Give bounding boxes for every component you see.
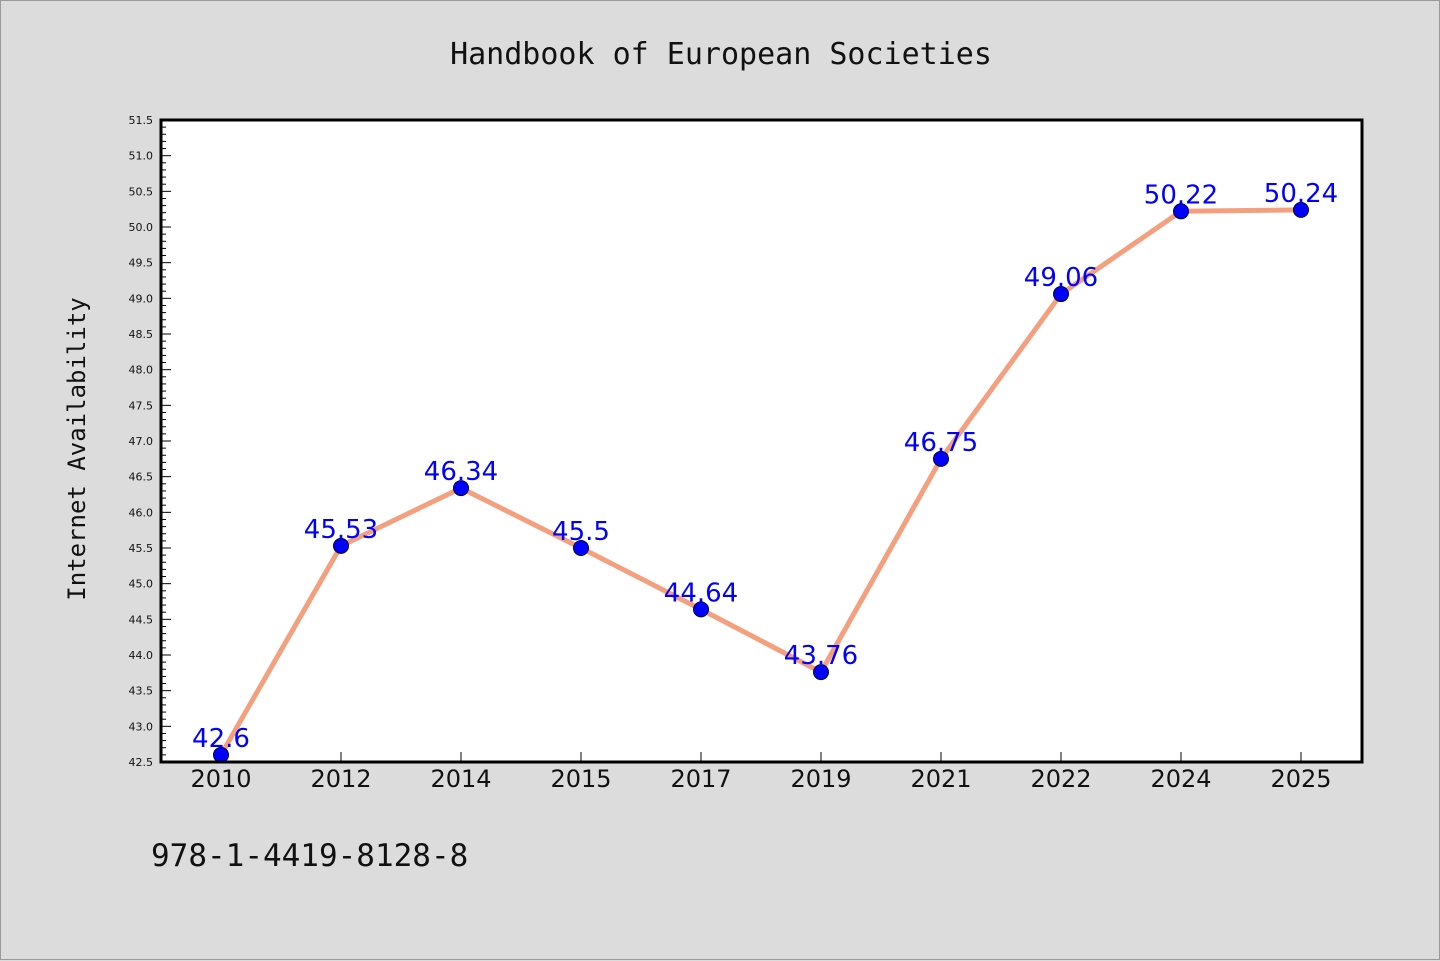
series-line xyxy=(218,207,1302,757)
x-tick-label: 2024 xyxy=(1150,765,1211,793)
y-tick-label: 43.5 xyxy=(129,685,154,698)
x-tick-label: 2017 xyxy=(670,765,731,793)
data-point xyxy=(933,450,949,467)
y-tick-label: 49.0 xyxy=(129,292,154,305)
data-label: 44.64 xyxy=(664,578,738,608)
y-tick-label: 45.5 xyxy=(129,542,154,555)
y-tick-label: 49.5 xyxy=(129,257,154,270)
data-point xyxy=(573,540,589,556)
y-tick-label: 47.0 xyxy=(129,435,154,448)
y-tick-label: 43.0 xyxy=(129,720,154,733)
data-label: 46.34 xyxy=(424,457,498,487)
data-label: 49.06 xyxy=(1024,263,1098,293)
isbn-text: 978-1-4419-8128-8 xyxy=(151,838,468,874)
y-tick-label: 48.0 xyxy=(129,364,154,377)
y-tick-label: 51.5 xyxy=(129,114,154,127)
x-tick-label: 2015 xyxy=(550,765,611,793)
x-tick-label: 2014 xyxy=(430,765,491,793)
data-label: 50.24 xyxy=(1264,179,1338,209)
y-tick-label: 47.5 xyxy=(129,399,154,412)
x-tick-label: 2021 xyxy=(910,765,971,793)
data-point xyxy=(1173,203,1189,220)
x-tick-label: 2025 xyxy=(1270,765,1331,793)
y-tick-label: 44.0 xyxy=(129,649,154,662)
data-point xyxy=(693,601,709,618)
data-label: 45.53 xyxy=(304,515,378,545)
y-tick-label: 50.0 xyxy=(129,221,154,234)
x-tick-label: 2019 xyxy=(790,765,851,793)
y-axis-label: Internet Availability xyxy=(63,297,91,600)
y-tick-label: 50.5 xyxy=(129,185,154,198)
y-tick-label: 42.5 xyxy=(129,756,154,769)
x-axis-ticks: 2010 2012 2014 2015 2017 2019 2021 2022 2024 2025 xyxy=(190,752,1332,793)
data-markers xyxy=(213,201,1309,763)
data-point xyxy=(813,664,829,681)
data-point xyxy=(333,537,349,554)
data-label: 42.6 xyxy=(192,724,250,754)
y-tick-label: 46.0 xyxy=(129,506,154,519)
data-label: 46.75 xyxy=(904,428,978,458)
data-point xyxy=(1293,201,1309,218)
plot-border xyxy=(159,118,1364,764)
data-point xyxy=(1053,286,1069,303)
data-labels: 42.6 45.53 46.34 45.5 44.64 43.76 46.75 49.06 50… xyxy=(192,179,1338,754)
x-tick-label: 2010 xyxy=(190,765,251,793)
y-tick-label: 48.5 xyxy=(129,328,154,341)
data-label: 43.76 xyxy=(784,641,858,671)
data-label: 50.22 xyxy=(1144,180,1218,210)
y-tick-label: 44.5 xyxy=(129,613,154,626)
y-tick-label: 45.0 xyxy=(129,578,154,591)
data-point xyxy=(453,480,469,497)
y-tick-label: 51.0 xyxy=(129,150,154,163)
x-tick-label: 2012 xyxy=(310,765,371,793)
y-tick-label: 46.5 xyxy=(129,471,154,484)
chart-title: Handbook of European Societies xyxy=(450,37,992,72)
data-label: 45.5 xyxy=(552,517,610,547)
x-tick-label: 2022 xyxy=(1030,765,1091,793)
